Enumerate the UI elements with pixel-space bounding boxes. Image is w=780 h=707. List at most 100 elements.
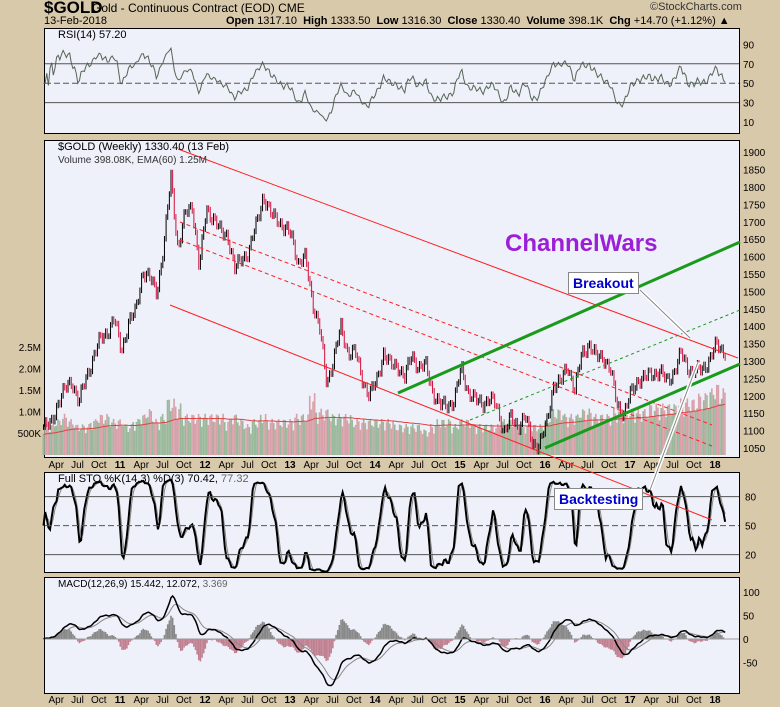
macd-histogram-bar: [595, 639, 597, 641]
volume-bar: [598, 423, 600, 455]
date-tick-label: Oct: [261, 695, 277, 706]
volume-bar: [459, 420, 461, 455]
volume-bar: [372, 426, 375, 455]
volume-bar: [691, 400, 694, 455]
volume-bar: [253, 419, 255, 455]
volume-bar: [63, 413, 66, 455]
volume-bar: [500, 430, 502, 455]
macd-histogram-bar: [640, 630, 643, 639]
macd-histogram-bar: [148, 633, 151, 639]
macd-histogram-bar: [281, 639, 283, 646]
macd-histogram-bar: [242, 639, 244, 646]
macd-histogram-bar: [73, 635, 76, 639]
volume-bar: [426, 436, 429, 455]
macd-histogram-bar: [446, 639, 449, 645]
macd-histogram-bar: [112, 635, 115, 639]
volume-bar: [513, 425, 515, 455]
macd-histogram-bar: [544, 634, 547, 639]
macd-histogram-bar: [449, 639, 452, 642]
volume-bar: [174, 406, 177, 455]
volume-bar: [165, 423, 167, 455]
volume-tick-label: 2.0M: [19, 365, 41, 376]
volume-bar: [408, 434, 411, 455]
volume-bar: [586, 414, 589, 455]
macd-histogram-bar: [363, 639, 365, 642]
volume-bar: [353, 427, 355, 455]
volume-bar: [560, 420, 563, 455]
volume-bar: [652, 416, 654, 455]
macd-histogram-bar: [243, 639, 246, 644]
macd-histogram-bar: [284, 639, 287, 648]
volume-bar: [237, 422, 239, 455]
volume-bar: [300, 415, 303, 455]
volume-bar: [398, 424, 401, 455]
volume-bar: [356, 419, 358, 455]
volume-bar: [506, 427, 509, 455]
volume-bar: [474, 426, 476, 455]
volume-bar: [590, 412, 592, 455]
date-tick-label: Jul: [666, 695, 679, 706]
price-panel: [44, 140, 740, 458]
date-tick-label: 16: [539, 460, 551, 471]
volume-bar: [111, 422, 113, 455]
macd-histogram-bar: [302, 639, 305, 650]
volume-bar: [85, 433, 87, 455]
volume-bar: [197, 413, 200, 455]
macd-histogram-bar: [649, 630, 651, 639]
macd-histogram-bar: [315, 639, 318, 656]
macd-histogram-bar: [712, 635, 715, 639]
macd-histogram-bar: [443, 639, 445, 646]
volume-bar: [392, 420, 394, 455]
volume-bar: [335, 425, 337, 455]
rsi-label: RSI(14) 57.20: [58, 29, 127, 41]
macd-histogram-bar: [314, 639, 316, 656]
volume-bar: [706, 395, 708, 455]
macd-histogram-bar: [531, 639, 534, 642]
volume-bar: [219, 424, 221, 455]
volume-bar: [578, 417, 581, 455]
volume-bar: [52, 424, 54, 455]
volume-bar: [155, 418, 157, 455]
volume-bar: [470, 424, 473, 455]
macd-histogram-bar: [197, 639, 200, 661]
macd-histogram-bar: [629, 639, 632, 642]
date-tick-label: Apr: [388, 460, 404, 471]
macd-histogram-bar: [657, 636, 659, 639]
macd-histogram-bar: [291, 639, 293, 647]
volume-bar: [58, 420, 61, 455]
date-tick-label: Jul: [581, 460, 594, 471]
volume-bar: [134, 430, 136, 455]
macd-histogram-bar: [703, 639, 705, 641]
macd-histogram-bar: [279, 639, 282, 645]
volume-bar: [340, 417, 342, 455]
volume-bar: [290, 421, 293, 455]
volume-bar: [323, 420, 326, 455]
date-tick-label: Apr: [643, 460, 659, 471]
volume-bar: [650, 405, 653, 455]
macd-histogram-bar: [560, 624, 563, 639]
volume-bar: [245, 427, 247, 455]
volume-bar: [686, 398, 689, 455]
macd-histogram-bar: [176, 639, 179, 643]
volume-bar: [380, 419, 383, 455]
macd-histogram-bar: [168, 620, 171, 639]
macd-histogram-bar: [70, 631, 73, 639]
macd-histogram-bar: [251, 632, 254, 639]
macd-histogram-bar: [282, 639, 285, 648]
rsi-tick-label: 30: [743, 99, 755, 110]
volume-bar: [235, 414, 237, 455]
macd-histogram-bar: [706, 639, 708, 641]
volume-bar: [78, 430, 81, 455]
volume-bar: [166, 400, 169, 455]
sto-tick-label: 20: [745, 551, 757, 562]
volume-bar: [709, 392, 712, 455]
date-tick-label: Apr: [133, 460, 149, 471]
macd-histogram-bar: [330, 639, 332, 654]
volume-bar: [668, 404, 671, 455]
macd-histogram-bar: [222, 639, 225, 646]
volume-bar: [567, 427, 569, 455]
volume-bar: [680, 398, 682, 455]
volume-bar: [282, 419, 285, 455]
macd-histogram-bar: [557, 621, 560, 639]
